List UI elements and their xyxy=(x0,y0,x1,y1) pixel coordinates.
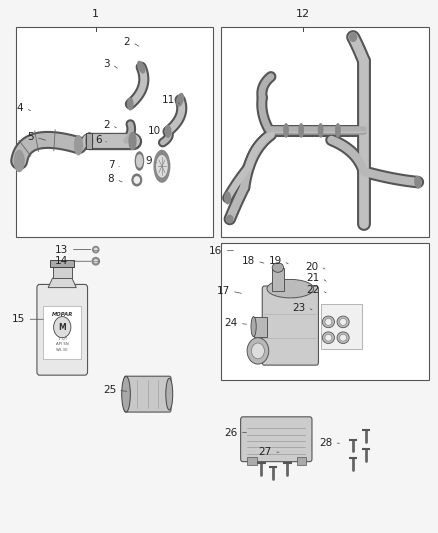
FancyBboxPatch shape xyxy=(240,417,312,462)
Bar xyxy=(221,243,429,380)
Ellipse shape xyxy=(92,257,99,265)
Text: 3: 3 xyxy=(103,60,110,69)
Text: 1 QT: 1 QT xyxy=(58,336,67,340)
Text: 11: 11 xyxy=(162,95,175,106)
Ellipse shape xyxy=(337,332,349,343)
FancyBboxPatch shape xyxy=(124,376,171,412)
Circle shape xyxy=(247,338,269,364)
Bar xyxy=(16,27,212,238)
Text: 8: 8 xyxy=(108,174,114,184)
Text: 17: 17 xyxy=(216,286,230,296)
Ellipse shape xyxy=(251,317,256,337)
Ellipse shape xyxy=(267,279,314,298)
Circle shape xyxy=(134,177,139,183)
Ellipse shape xyxy=(339,334,346,341)
Ellipse shape xyxy=(325,318,332,325)
Text: 7: 7 xyxy=(108,160,114,169)
Ellipse shape xyxy=(415,176,421,188)
Bar xyxy=(50,260,74,266)
Bar xyxy=(43,306,81,359)
Text: 2: 2 xyxy=(124,37,131,47)
Ellipse shape xyxy=(93,246,99,253)
Text: 10: 10 xyxy=(148,126,161,136)
Text: 12: 12 xyxy=(296,9,311,19)
Ellipse shape xyxy=(95,248,97,251)
FancyBboxPatch shape xyxy=(262,286,318,365)
Text: 4: 4 xyxy=(17,103,24,114)
Text: 22: 22 xyxy=(307,285,320,295)
Ellipse shape xyxy=(325,334,332,341)
Circle shape xyxy=(53,317,71,338)
Bar xyxy=(321,304,362,349)
Ellipse shape xyxy=(122,376,131,412)
Text: 5W-30: 5W-30 xyxy=(56,348,68,352)
Ellipse shape xyxy=(129,133,136,149)
Ellipse shape xyxy=(350,33,357,41)
Ellipse shape xyxy=(137,155,142,167)
Ellipse shape xyxy=(322,316,335,328)
Text: 28: 28 xyxy=(319,438,332,448)
Text: 20: 20 xyxy=(305,262,318,271)
Ellipse shape xyxy=(177,93,184,106)
Ellipse shape xyxy=(272,263,284,272)
Ellipse shape xyxy=(86,133,93,149)
Polygon shape xyxy=(48,278,76,288)
Text: 1: 1 xyxy=(92,9,99,19)
Ellipse shape xyxy=(299,124,304,137)
Ellipse shape xyxy=(225,192,230,204)
Text: 23: 23 xyxy=(292,303,305,313)
Ellipse shape xyxy=(284,124,288,137)
Text: 6: 6 xyxy=(95,135,101,145)
Ellipse shape xyxy=(339,318,346,325)
Ellipse shape xyxy=(157,156,167,177)
Ellipse shape xyxy=(166,378,173,410)
FancyBboxPatch shape xyxy=(37,285,88,375)
Ellipse shape xyxy=(318,124,323,137)
Text: 25: 25 xyxy=(103,385,116,395)
Ellipse shape xyxy=(94,260,97,263)
Text: 15: 15 xyxy=(12,314,25,324)
Ellipse shape xyxy=(74,136,82,155)
Text: 26: 26 xyxy=(224,427,237,438)
Text: 13: 13 xyxy=(55,245,68,255)
Text: 18: 18 xyxy=(242,256,255,266)
Ellipse shape xyxy=(128,98,133,110)
Bar xyxy=(247,457,257,465)
Ellipse shape xyxy=(227,215,233,223)
Text: 27: 27 xyxy=(258,447,272,457)
Ellipse shape xyxy=(135,152,144,170)
Ellipse shape xyxy=(154,150,170,182)
Bar xyxy=(272,268,284,292)
Bar xyxy=(86,133,92,149)
Text: 24: 24 xyxy=(224,318,237,328)
Text: 2: 2 xyxy=(103,120,110,130)
Bar xyxy=(53,266,72,278)
Ellipse shape xyxy=(165,126,171,138)
Ellipse shape xyxy=(337,316,349,328)
Text: MOPAR: MOPAR xyxy=(52,312,73,317)
Text: 5: 5 xyxy=(27,132,34,142)
Circle shape xyxy=(132,174,141,186)
Text: 16: 16 xyxy=(209,246,223,256)
Bar xyxy=(254,317,267,337)
Text: M: M xyxy=(58,322,66,332)
Text: API SN: API SN xyxy=(56,342,69,346)
Text: 9: 9 xyxy=(145,156,152,166)
Bar xyxy=(297,457,306,465)
Ellipse shape xyxy=(138,61,145,73)
Ellipse shape xyxy=(336,124,340,137)
Ellipse shape xyxy=(14,150,24,172)
Text: 14: 14 xyxy=(55,256,68,266)
Ellipse shape xyxy=(322,332,335,343)
Text: 21: 21 xyxy=(307,273,320,283)
Bar xyxy=(221,27,429,238)
Text: 19: 19 xyxy=(268,256,282,266)
Circle shape xyxy=(251,343,265,359)
